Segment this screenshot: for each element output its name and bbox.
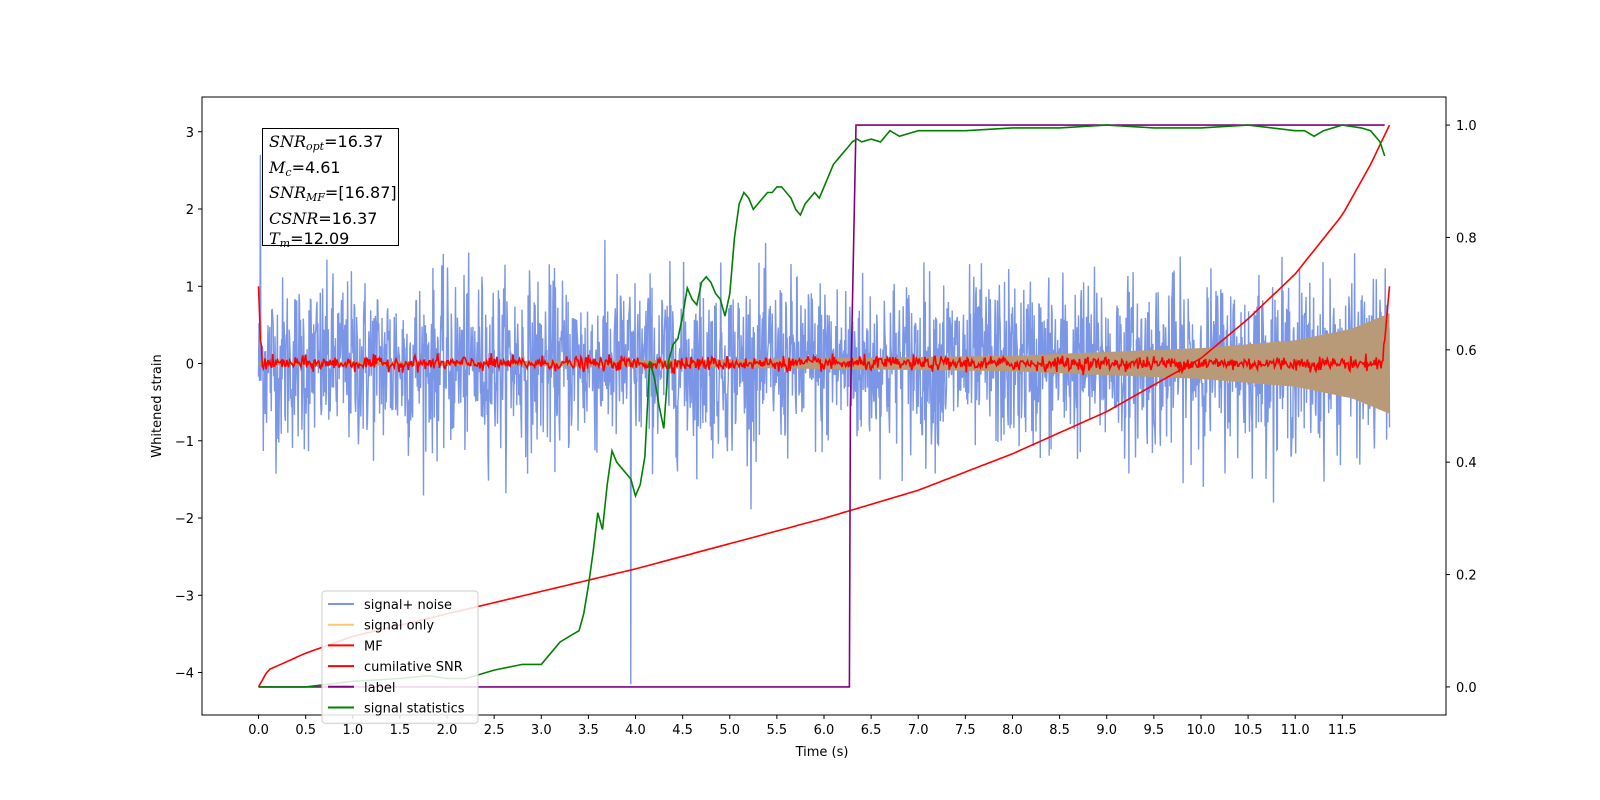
annotation-line: Mc=4.61 bbox=[269, 157, 341, 179]
y-left-tick-label: −2 bbox=[175, 512, 194, 527]
y-left-tick-label: −1 bbox=[175, 435, 194, 450]
x-tick-label: 0.5 bbox=[295, 723, 316, 738]
x-tick-label: 6.5 bbox=[861, 723, 882, 738]
y-axis-left: 3 2 1 0 −1 −2 −3 −4 bbox=[175, 126, 202, 682]
x-tick-label: 9.0 bbox=[1096, 723, 1117, 738]
stats-annotation-box: SNRopt=16.37 Mc=4.61 SNRMF=[16.87] CSNR=16.… bbox=[262, 128, 399, 250]
x-tick-label: 8.0 bbox=[1002, 723, 1023, 738]
x-tick-label: 5.5 bbox=[767, 723, 788, 738]
y-right-tick-label: 0.2 bbox=[1456, 569, 1477, 584]
legend-box bbox=[321, 590, 479, 724]
y-left-tick-label: 0 bbox=[186, 358, 194, 373]
y-axis-label: Whitened strain bbox=[150, 354, 165, 457]
series-signal-statistics-line bbox=[258, 124, 1386, 688]
x-tick-label: 10.0 bbox=[1186, 723, 1215, 738]
x-tick-label: 2.0 bbox=[437, 723, 458, 738]
x-tick-label: 1.0 bbox=[342, 723, 363, 738]
x-tick-label: 4.5 bbox=[672, 723, 693, 738]
legend-entry-label: signal only bbox=[364, 619, 434, 634]
y-left-tick-label: 1 bbox=[186, 280, 194, 295]
y-right-tick-label: 0.8 bbox=[1456, 231, 1477, 246]
x-tick-label: 0.0 bbox=[248, 723, 269, 738]
y-left-tick-label: −3 bbox=[175, 589, 194, 604]
annotation-line: SNRopt=16.37 bbox=[269, 132, 384, 153]
x-tick-label: 2.5 bbox=[484, 723, 505, 738]
x-tick-label: 1.5 bbox=[390, 723, 411, 738]
x-tick-label: 10.5 bbox=[1234, 723, 1263, 738]
x-tick-label: 11.5 bbox=[1328, 723, 1357, 738]
x-tick-label: 6.0 bbox=[814, 723, 835, 738]
x-tick-label: 8.5 bbox=[1049, 723, 1070, 738]
annotation-line: Tm=12.09 bbox=[269, 229, 350, 250]
x-tick-label: 3.5 bbox=[578, 723, 599, 738]
annotation-line: CSNR=16.37 bbox=[269, 208, 378, 228]
series-signal-noise-line bbox=[257, 154, 1391, 685]
x-axis: 0.0 0.5 1.0 1.5 2.0 2.5 3.0 3.5 4.0 4.5 5.0 5.5 6.0 6… bbox=[248, 715, 1357, 738]
series-signal-only-fill bbox=[258, 313, 1390, 414]
legend-entry-label: cumilative SNR bbox=[364, 660, 463, 675]
y-left-tick-label: 3 bbox=[186, 126, 194, 141]
legend-entry-label: signal+ noise bbox=[364, 598, 452, 613]
x-tick-label: 5.0 bbox=[719, 723, 740, 738]
y-right-tick-label: 0.6 bbox=[1456, 344, 1477, 359]
y-right-tick-label: 1.0 bbox=[1456, 119, 1477, 134]
x-tick-label: 3.0 bbox=[531, 723, 552, 738]
legend-entry-label: label bbox=[364, 681, 395, 696]
x-tick-label: 7.5 bbox=[955, 723, 976, 738]
annotation-line: SNRMF=[16.87] bbox=[269, 183, 397, 204]
x-tick-label: 4.0 bbox=[625, 723, 646, 738]
y-right-tick-label: 0.0 bbox=[1456, 681, 1477, 696]
y-left-tick-label: 2 bbox=[186, 203, 194, 218]
series-label-line bbox=[258, 124, 1385, 688]
series-mf-line bbox=[257, 286, 1391, 376]
legend: signal+ noise signal only MF cumilative SNR… bbox=[321, 590, 479, 724]
y-right-tick-label: 0.4 bbox=[1456, 456, 1477, 471]
x-tick-label: 7.0 bbox=[908, 723, 929, 738]
x-axis-label: Time (s) bbox=[795, 745, 849, 760]
x-tick-label: 9.5 bbox=[1144, 723, 1165, 738]
legend-entry-label: MF bbox=[364, 639, 383, 654]
legend-entry-label: signal statistics bbox=[364, 702, 465, 717]
y-axis-right: 1.0 0.8 0.6 0.4 0.2 0.0 bbox=[1446, 119, 1477, 696]
x-tick-label: 11.0 bbox=[1281, 723, 1310, 738]
y-left-tick-label: −4 bbox=[175, 667, 194, 682]
